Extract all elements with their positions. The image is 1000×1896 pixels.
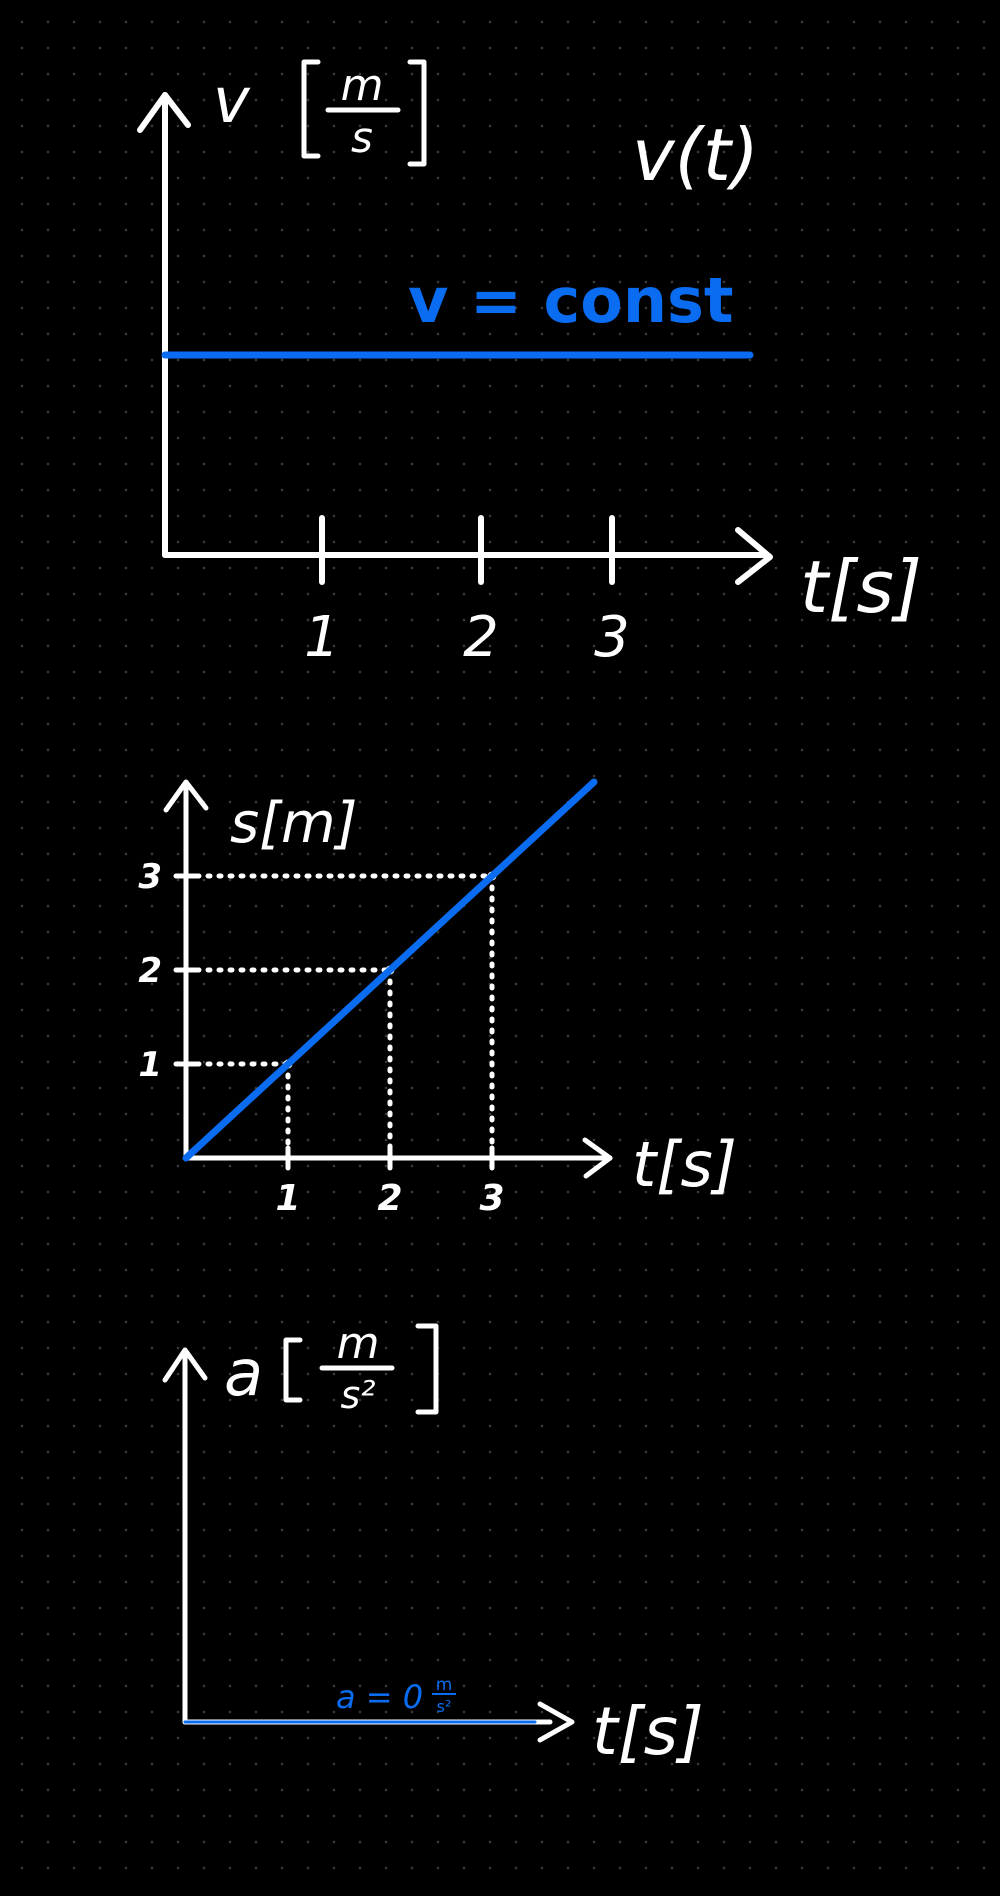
v-ylabel-unit: m s [301, 59, 427, 167]
acceleration-graph: a m s² a = 0 m s² t[s] [162, 1318, 704, 1770]
v-xlabel: t[s] [800, 545, 922, 629]
s-ylabel: s[m] [230, 791, 357, 856]
v-annotation: v = const [408, 264, 734, 337]
v-tick-label: 3 [594, 605, 630, 670]
s-x-tick-label: 1 [275, 1178, 300, 1219]
s-series-line [182, 778, 598, 1162]
a-axis-y-arrow [162, 1347, 208, 1383]
a-annotation-unit-den: s² [437, 1697, 452, 1716]
s-axis-y-arrow [163, 779, 209, 813]
a-annotation-prefix: a = 0 [336, 1678, 423, 1716]
a-unit-bracket-right [415, 1323, 439, 1415]
v-x-ticks: 1 2 3 [304, 515, 630, 670]
a-annotation-unit-num: m [436, 1675, 453, 1695]
v-ylabel-symbol: v [213, 64, 251, 137]
a-axis-x-arrow [537, 1701, 575, 1743]
s-ticks: 1 1 2 2 3 3 [138, 857, 504, 1219]
v-unit-bracket-left [301, 59, 321, 159]
s-x-tick-label: 2 [377, 1178, 402, 1219]
a-ylabel-symbol: a [224, 1337, 263, 1411]
v-axis-y-arrow [137, 92, 191, 133]
s-y-tick-label: 1 [138, 1045, 162, 1085]
s-x-tick-label: 3 [479, 1178, 504, 1219]
a-unit-bracket-left [283, 1337, 303, 1403]
a-ylabel-unit: m s² [283, 1318, 439, 1417]
v-unit-bracket-right [407, 59, 427, 167]
s-y-tick-label: 3 [138, 857, 162, 897]
a-unit-numerator: m [337, 1318, 380, 1369]
v-tick-label: 2 [463, 605, 499, 670]
v-title: v(t) [632, 113, 759, 197]
s-xlabel: t[s] [632, 1128, 737, 1201]
a-xlabel: t[s] [592, 1693, 704, 1770]
s-y-tick-label: 2 [138, 951, 162, 991]
s-axis-x-arrow [582, 1137, 613, 1179]
v-unit-denominator: s [351, 113, 373, 162]
position-graph: 1 1 2 2 3 3 s[m] t[s] [138, 778, 737, 1219]
a-annotation: a = 0 m s² [336, 1675, 456, 1716]
v-tick-label: 1 [304, 605, 340, 670]
v-axis-x-arrow [735, 527, 773, 585]
v-unit-numerator: m [341, 60, 384, 111]
a-unit-denominator: s² [340, 1373, 375, 1417]
velocity-graph: 1 2 3 v m s v(t) v = const t[s] [137, 59, 922, 670]
